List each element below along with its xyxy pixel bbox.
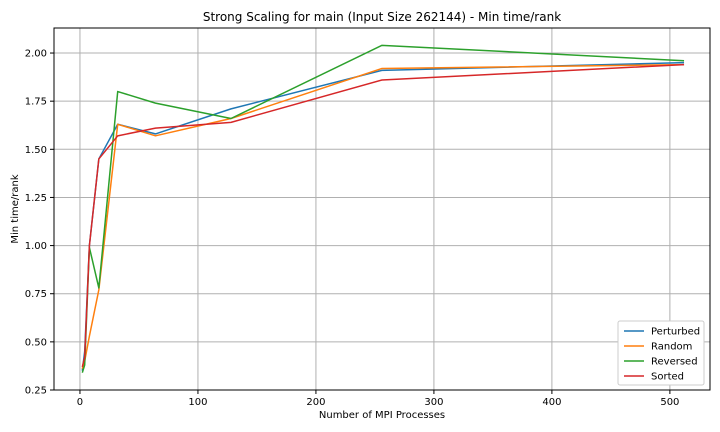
chart-title: Strong Scaling for main (Input Size 2621… [203, 10, 561, 24]
legend-label-reversed: Reversed [651, 357, 698, 368]
y-tick-label: 1.75 [25, 97, 47, 108]
y-tick-label: 1.00 [25, 241, 47, 252]
series-line-reversed [81, 44, 685, 373]
x-tick-label: 200 [306, 397, 325, 408]
x-axis-label: Number of MPI Processes [319, 410, 445, 421]
y-gridlines [54, 52, 710, 391]
y-tick-label: 1.50 [25, 145, 47, 156]
series-line-sorted [81, 63, 685, 368]
y-axis-label: Min time/rank [10, 174, 21, 243]
series-line-random [81, 63, 685, 370]
x-tick-label: 400 [542, 397, 561, 408]
legend-label-perturbed: Perturbed [651, 327, 700, 338]
legend-label-random: Random [651, 342, 692, 353]
series-group [81, 44, 685, 373]
legend-box [617, 320, 705, 386]
x-tick-label: 0 [77, 397, 83, 408]
plot-area [53, 27, 711, 391]
x-tick-label: 100 [188, 397, 207, 408]
x-axis-ticks: 0 100 200 300 400 500 [77, 390, 679, 408]
x-gridlines [79, 28, 671, 390]
y-tick-label: 1.25 [25, 193, 47, 204]
x-tick-label: 500 [660, 397, 679, 408]
y-tick-label: 2.00 [25, 49, 47, 60]
y-axis-ticks: 0.25 0.50 0.75 1.00 1.25 1.50 1.75 2.00 [25, 49, 54, 397]
y-tick-label: 0.50 [25, 337, 47, 348]
x-tick-label: 300 [424, 397, 443, 408]
y-tick-label: 0.25 [25, 386, 47, 397]
legend: Perturbed Random Reversed Sorted [617, 320, 705, 386]
y-tick-label: 0.75 [25, 289, 47, 300]
legend-label-sorted: Sorted [651, 372, 684, 383]
series-line-perturbed [81, 61, 685, 371]
